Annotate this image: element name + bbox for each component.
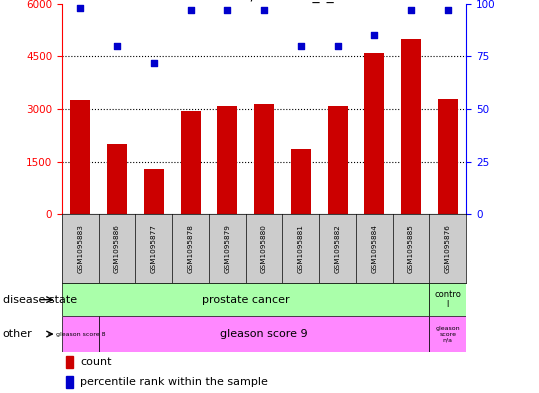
Point — [444, 7, 452, 13]
Text: GSM1095882: GSM1095882 — [335, 224, 341, 273]
Bar — [430, 283, 466, 316]
Point — [296, 43, 305, 49]
Text: GSM1095881: GSM1095881 — [298, 224, 304, 273]
Text: gleason score 8: gleason score 8 — [56, 332, 105, 336]
Text: gleason
score
n/a: gleason score n/a — [436, 326, 460, 342]
Bar — [291, 149, 311, 214]
Text: GSM1095883: GSM1095883 — [78, 224, 84, 273]
Point — [76, 5, 85, 11]
Text: percentile rank within the sample: percentile rank within the sample — [80, 377, 268, 387]
Point — [149, 60, 158, 66]
Point — [260, 7, 268, 13]
Text: GSM1095879: GSM1095879 — [224, 224, 230, 273]
Bar — [217, 106, 238, 214]
Bar — [70, 100, 91, 214]
Bar — [254, 104, 274, 214]
Text: GSM1095876: GSM1095876 — [445, 224, 451, 273]
Bar — [66, 376, 73, 388]
Text: GSM1095885: GSM1095885 — [408, 224, 414, 273]
Text: GSM1095886: GSM1095886 — [114, 224, 120, 273]
Point — [407, 7, 416, 13]
Bar — [144, 169, 164, 214]
Point — [223, 7, 232, 13]
Text: GSM1095880: GSM1095880 — [261, 224, 267, 273]
Bar — [181, 111, 201, 214]
Bar — [66, 356, 73, 368]
Point — [333, 43, 342, 49]
Text: other: other — [3, 329, 32, 339]
Text: GSM1095877: GSM1095877 — [151, 224, 157, 273]
Bar — [430, 316, 466, 352]
Text: GSM1095884: GSM1095884 — [371, 224, 377, 273]
Bar — [99, 316, 430, 352]
Bar — [401, 39, 421, 214]
Bar — [62, 316, 99, 352]
Point — [186, 7, 195, 13]
Title: GDS5072 / 217983_s_at: GDS5072 / 217983_s_at — [181, 0, 348, 3]
Text: disease state: disease state — [3, 295, 77, 305]
Bar — [328, 106, 348, 214]
Point — [370, 32, 379, 39]
Text: GSM1095878: GSM1095878 — [188, 224, 194, 273]
Text: contro
l: contro l — [434, 290, 461, 309]
Text: count: count — [80, 357, 112, 367]
Text: prostate cancer: prostate cancer — [202, 295, 289, 305]
Bar — [438, 99, 458, 214]
Bar — [364, 53, 384, 214]
Point — [113, 43, 121, 49]
Bar — [107, 144, 127, 214]
Text: gleason score 9: gleason score 9 — [220, 329, 308, 339]
